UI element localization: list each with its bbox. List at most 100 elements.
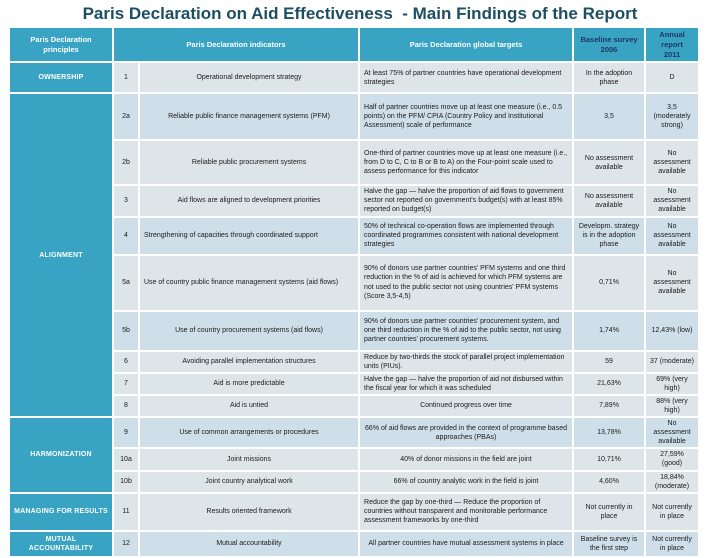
annual-report-cell: D bbox=[646, 63, 699, 93]
indicator-cell: Avoiding parallel implementation structu… bbox=[140, 351, 359, 372]
table-row: HARMONIZATION 9 Use of common arrangements… bbox=[10, 418, 699, 492]
baseline-cell: 1,74% bbox=[574, 311, 645, 350]
annual-report-cell: No assessment available bbox=[646, 141, 699, 185]
principle-cell: MUTUAL ACCOUNTABILITY bbox=[10, 531, 112, 556]
annual-report-cell: 88% (very high) bbox=[646, 395, 699, 417]
page-title: Paris Declaration on Aid Effectiveness -… bbox=[82, 4, 638, 23]
principle-cell: OWNERSHIP bbox=[10, 63, 112, 93]
baseline-cell: No assessment available bbox=[574, 186, 645, 216]
indicator-cell: Use of country procurement systems (aid … bbox=[140, 311, 359, 350]
annual-report-cell: 3,5 (moderately strong) bbox=[646, 94, 699, 140]
indicator-cell: Aid is untied bbox=[140, 395, 359, 417]
table-row: 10a Joint missions 40% of donor missions i… bbox=[10, 449, 699, 470]
table-row: 4 Strengthening of capacities through coo… bbox=[10, 217, 699, 254]
indicator-cell: Joint country analytical work bbox=[140, 471, 359, 492]
indicator-number-cell: 10b bbox=[114, 471, 138, 492]
target-cell: 90% of donors use partner countries' PFM… bbox=[360, 255, 573, 310]
annual-report-cell: 18,84% (moderate) bbox=[646, 471, 699, 492]
table-row: 5b Use of country procurement systems (ai… bbox=[10, 311, 699, 350]
table-row: 3 Aid flows are aligned to development pr… bbox=[10, 186, 699, 216]
col-header-baseline: Baseline survey 2006 bbox=[574, 28, 645, 62]
target-cell: 66% of aid flows are provided in the con… bbox=[360, 418, 573, 448]
indicator-cell: Use of common arrangements or procedures bbox=[140, 418, 359, 448]
table-row: 6 Avoiding parallel implementation struct… bbox=[10, 351, 699, 372]
annual-report-cell: 12,43% (low) bbox=[646, 311, 699, 350]
indicator-number-cell: 12 bbox=[114, 531, 138, 556]
indicator-number-cell: 10a bbox=[114, 449, 138, 470]
indicator-number-cell: 11 bbox=[114, 493, 138, 530]
annual-report-cell: 27,59% (good) bbox=[646, 449, 699, 470]
target-cell: 40% of donor missions in the field are j… bbox=[360, 449, 573, 470]
principle-cell: HARMONIZATION bbox=[10, 418, 112, 492]
indicator-number-cell: 6 bbox=[114, 351, 138, 372]
table-row: MANAGING FOR RESULTS 11 Results oriented f… bbox=[10, 493, 699, 530]
baseline-cell: 10,71% bbox=[574, 449, 645, 470]
indicator-number-cell: 9 bbox=[114, 418, 138, 448]
indicator-cell: Results oriented framework bbox=[140, 493, 359, 530]
col-header-targets: Paris Declaration global targets bbox=[360, 28, 573, 62]
table-row: 8 Aid is untied Continued progress over ti… bbox=[10, 395, 699, 417]
indicator-number-cell: 5b bbox=[114, 311, 138, 350]
baseline-cell: Not currently in place bbox=[574, 493, 645, 530]
baseline-cell: 7,89% bbox=[574, 395, 645, 417]
annual-report-cell: No assessment available bbox=[646, 418, 699, 448]
target-cell: Continued progress over time bbox=[360, 395, 573, 417]
target-cell: 90% of donors use partner countries' pro… bbox=[360, 311, 573, 350]
indicator-cell: Aid flows are aligned to development pri… bbox=[140, 186, 359, 216]
table-row: 10b Joint country analytical work 66% of c… bbox=[10, 471, 699, 492]
table-row: MUTUAL ACCOUNTABILITY 12 Mutual accountabi… bbox=[10, 531, 699, 556]
target-cell: 50% of technical co-operation flows are … bbox=[360, 217, 573, 254]
baseline-cell: No assessment available bbox=[574, 141, 645, 185]
table-row: 5a Use of country public finance manageme… bbox=[10, 255, 699, 310]
indicator-cell: Aid is more predictable bbox=[140, 373, 359, 394]
indicator-number-cell: 7 bbox=[114, 373, 138, 394]
target-cell: Reduce the gap by one-third — Reduce the… bbox=[360, 493, 573, 530]
indicator-number-cell: 3 bbox=[114, 186, 138, 216]
target-cell: Half of partner countries move up at lea… bbox=[360, 94, 573, 140]
annual-report-cell: 37 (moderate) bbox=[646, 351, 699, 372]
target-cell: One-third of partner countries move up a… bbox=[360, 141, 573, 185]
baseline-cell: 0,71% bbox=[574, 255, 645, 310]
baseline-cell: In the adoption phase bbox=[574, 63, 645, 93]
indicator-number-cell: 1 bbox=[114, 63, 138, 93]
baseline-cell: 4,60% bbox=[574, 471, 645, 492]
indicator-number-cell: 2a bbox=[114, 94, 138, 140]
table-row: OWNERSHIP 1 Operational development strate… bbox=[10, 63, 699, 93]
annual-report-cell: No assessment available bbox=[646, 217, 699, 254]
baseline-cell: 13,78% bbox=[574, 418, 645, 448]
indicator-cell: Joint missions bbox=[140, 449, 359, 470]
indicator-cell: Use of country public finance management… bbox=[140, 255, 359, 310]
table-row: ALIGNMENT 2a Reliable public finance manag… bbox=[10, 94, 699, 417]
baseline-cell: Baseline survey is the first step bbox=[574, 531, 645, 556]
indicator-number-cell: 2b bbox=[114, 141, 138, 185]
col-header-annual: Annual report 2011 bbox=[646, 28, 699, 62]
col-header-principles: Paris Declaration principles bbox=[10, 28, 112, 62]
annual-report-cell: No assessment available bbox=[646, 186, 699, 216]
target-cell: Halve the gap — halve the proportion of … bbox=[360, 373, 573, 394]
baseline-cell: 21,63% bbox=[574, 373, 645, 394]
slide: Paris Declaration on Aid Effectiveness -… bbox=[0, 4, 720, 558]
indicator-number-cell: 4 bbox=[114, 217, 138, 254]
baseline-cell: 59 bbox=[574, 351, 645, 372]
target-cell: Halve the gap — halve the proportion of … bbox=[360, 186, 573, 216]
indicator-number-cell: 8 bbox=[114, 395, 138, 417]
indicator-cell: Reliable public finance management syste… bbox=[140, 94, 359, 140]
target-cell: At least 75% of partner countries have o… bbox=[360, 63, 573, 93]
annual-report-cell: 69% (very high) bbox=[646, 373, 699, 394]
baseline-cell: 3,5 bbox=[574, 94, 645, 140]
indicator-cell: Strengthening of capacities through coor… bbox=[140, 217, 359, 254]
indicator-cell: Operational development strategy bbox=[140, 63, 359, 93]
target-cell: Reduce by two-thirds the stock of parall… bbox=[360, 351, 573, 372]
indicator-cell: Mutual accountability bbox=[140, 531, 359, 556]
col-header-indicators: Paris Declaration indicators bbox=[114, 28, 359, 62]
header-row: Paris Declaration principles Paris Decla… bbox=[10, 28, 699, 62]
indicator-cell: Reliable public procurement systems bbox=[140, 141, 359, 185]
principle-cell: ALIGNMENT bbox=[10, 94, 112, 417]
baseline-cell: Developm. strategy is in the adoption ph… bbox=[574, 217, 645, 254]
table-row: 7 Aid is more predictable Halve the gap — … bbox=[10, 373, 699, 394]
principle-cell: MANAGING FOR RESULTS bbox=[10, 493, 112, 530]
indicator-number-cell: 5a bbox=[114, 255, 138, 310]
findings-table: Paris Declaration principles Paris Decla… bbox=[8, 26, 700, 558]
target-cell: All partner countries have mutual assess… bbox=[360, 531, 573, 556]
table-row: 2b Reliable public procurement systems One… bbox=[10, 141, 699, 185]
